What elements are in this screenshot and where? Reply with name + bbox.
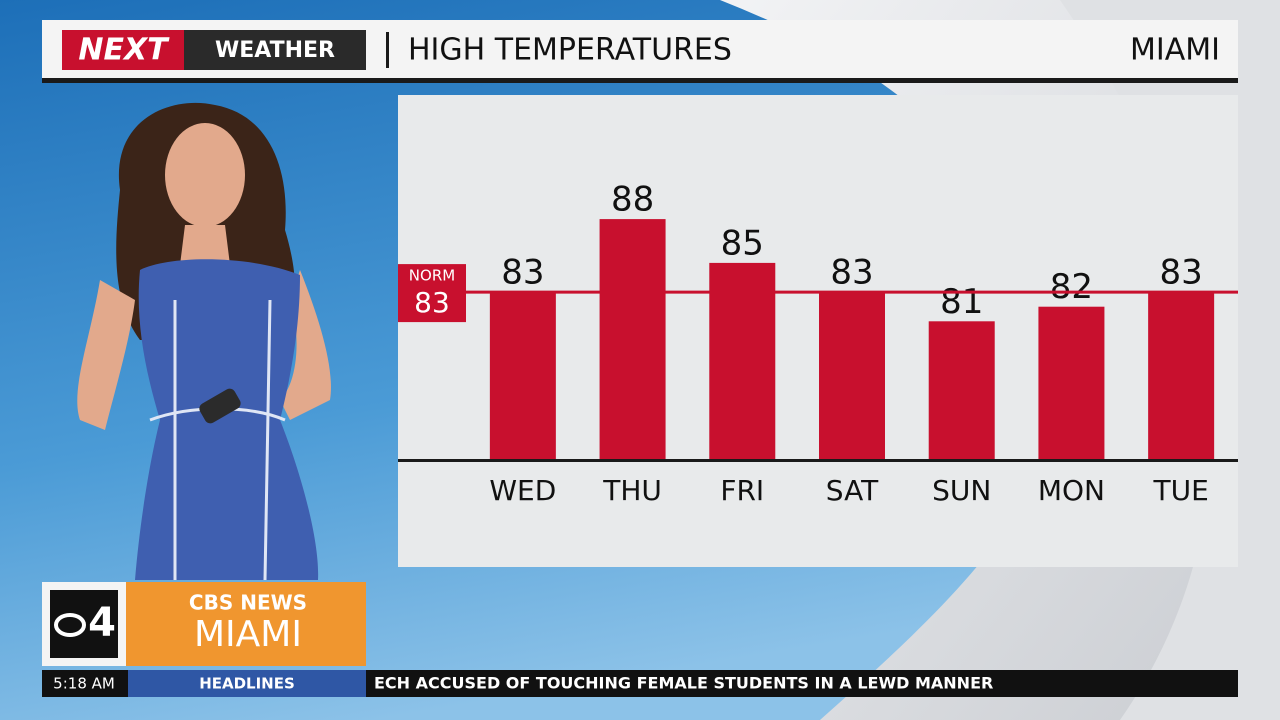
chart: 83WED88THU85FRI83SAT81SUN82MON83TUENORM8… [398, 180, 1238, 507]
value-label: 81 [940, 282, 983, 322]
ticker-section-box [128, 670, 366, 697]
ticker-text: ECH ACCUSED OF TOUCHING FEMALE STUDENTS … [374, 674, 993, 693]
x-tick-label: TUE [1152, 474, 1208, 507]
norm-value: 83 [414, 286, 450, 319]
bar [1038, 306, 1105, 460]
value-label: 85 [721, 223, 764, 263]
value-label: 83 [1160, 253, 1203, 293]
value-label: 82 [1050, 267, 1093, 307]
presenter [77, 102, 331, 581]
ticker-section: HEADLINES [199, 675, 295, 693]
header-location: MIAMI [1130, 33, 1220, 68]
bar [709, 262, 776, 460]
norm-box [398, 264, 466, 323]
value-label: 83 [501, 253, 544, 293]
network-box [126, 582, 366, 666]
header-title: HIGH TEMPERATURES [408, 33, 732, 68]
logo-box [62, 30, 184, 70]
bar [599, 219, 666, 460]
ticker-time: 5:18 AM [53, 675, 115, 693]
logo-text: NEXT [78, 33, 170, 68]
x-tick-label: FRI [720, 474, 764, 507]
brand-box [184, 30, 366, 70]
x-tick-label: MON [1038, 474, 1105, 507]
bar [928, 321, 995, 460]
norm-label: NORM [409, 267, 455, 285]
bar [489, 292, 556, 460]
channel-number: 4 [88, 600, 116, 646]
x-tick-label: SAT [826, 474, 879, 507]
bar [1148, 292, 1215, 460]
network-name: CBS NEWS [189, 591, 307, 615]
network-city: MIAMI [194, 614, 302, 655]
cbs-eye [54, 613, 86, 637]
header-divider [386, 32, 389, 68]
baseline [398, 459, 1238, 462]
x-tick-label: SUN [932, 474, 991, 507]
bar [819, 292, 885, 460]
brand-text: WEATHER [215, 38, 335, 63]
value-label: 88 [611, 180, 654, 220]
x-tick-label: WED [489, 474, 556, 507]
header-underline [42, 78, 1238, 83]
value-label: 83 [830, 253, 873, 293]
x-tick-label: THU [602, 474, 662, 507]
